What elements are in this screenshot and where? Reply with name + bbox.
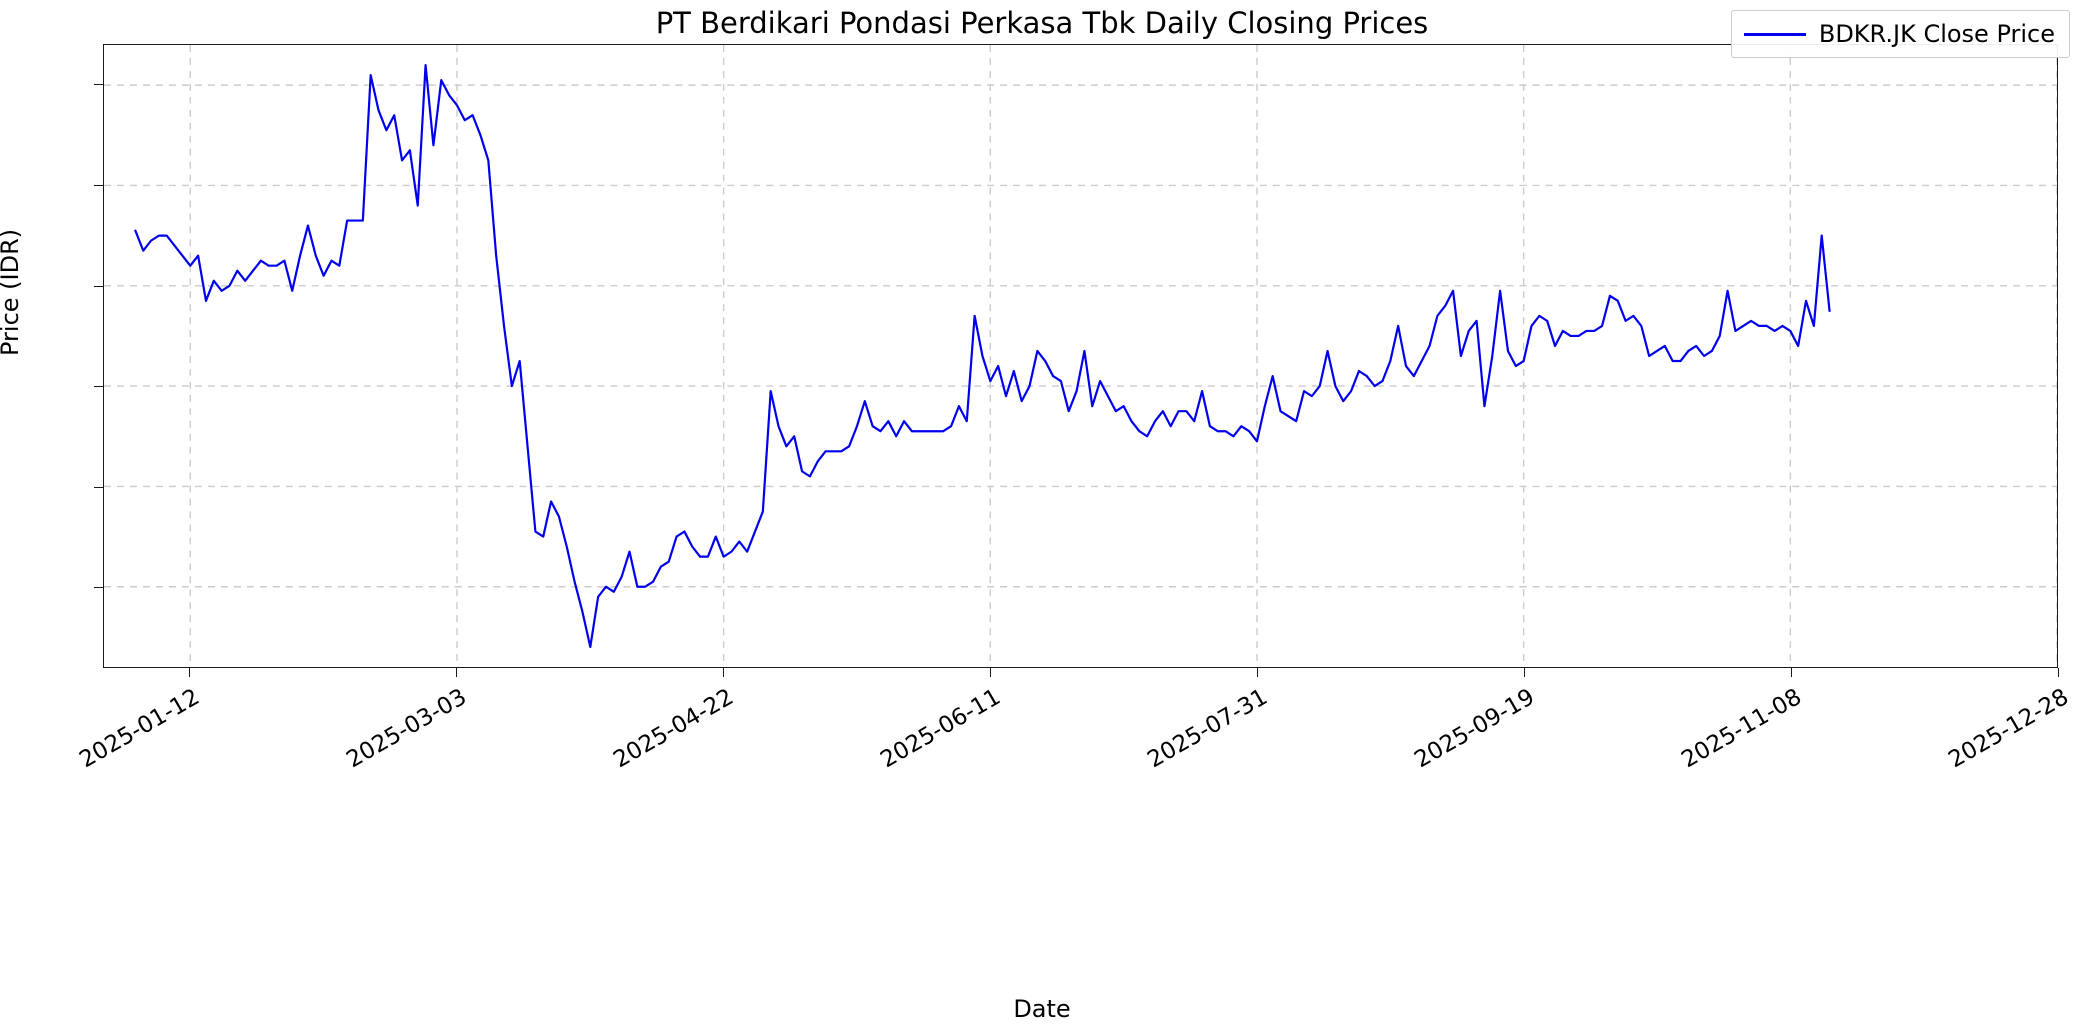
legend-line-swatch [1743, 32, 1806, 36]
x-tick-label: 2025-01-12 [75, 684, 205, 774]
x-tick-mark [456, 668, 458, 677]
x-tick-label: 2025-09-19 [1410, 684, 1540, 774]
data-series-group [135, 65, 1829, 647]
y-tick-mark [94, 587, 103, 589]
y-tick-mark [94, 184, 103, 186]
x-tick-mark [1524, 668, 1526, 677]
x-tick-label: 2025-07-31 [1143, 684, 1273, 774]
x-tick-mark [1257, 668, 1259, 677]
data-line-bdkr-close-price [135, 65, 1829, 647]
y-tick-mark [94, 486, 103, 488]
y-axis-label: Price (IDR) [0, 228, 24, 356]
chart-legend[interactable]: BDKR.JK Close Price [1730, 10, 2070, 58]
plot-area [103, 44, 2058, 668]
grid-lines [104, 45, 2057, 667]
x-tick-label: 2025-03-03 [342, 684, 472, 774]
legend-label: BDKR.JK Close Price [1818, 20, 2055, 48]
x-tick-mark [2058, 668, 2059, 677]
chart-title: PT Berdikari Pondasi Perkasa Tbk Daily C… [655, 6, 1429, 40]
x-tick-label: 2025-11-08 [1677, 684, 1807, 774]
x-tick-label: 2025-12-28 [1944, 684, 2073, 774]
x-tick-mark [723, 668, 725, 677]
y-tick-mark [94, 84, 103, 86]
x-axis-label: Date [1013, 995, 1071, 1023]
y-tick-mark [94, 285, 103, 287]
x-tick-label: 2025-06-11 [876, 684, 1006, 774]
x-tick-mark [189, 668, 191, 677]
y-tick-mark [94, 386, 103, 388]
x-tick-mark [990, 668, 992, 677]
x-tick-mark [1791, 668, 1793, 677]
plot-svg [104, 45, 2057, 667]
x-tick-label: 2025-04-22 [609, 684, 739, 774]
